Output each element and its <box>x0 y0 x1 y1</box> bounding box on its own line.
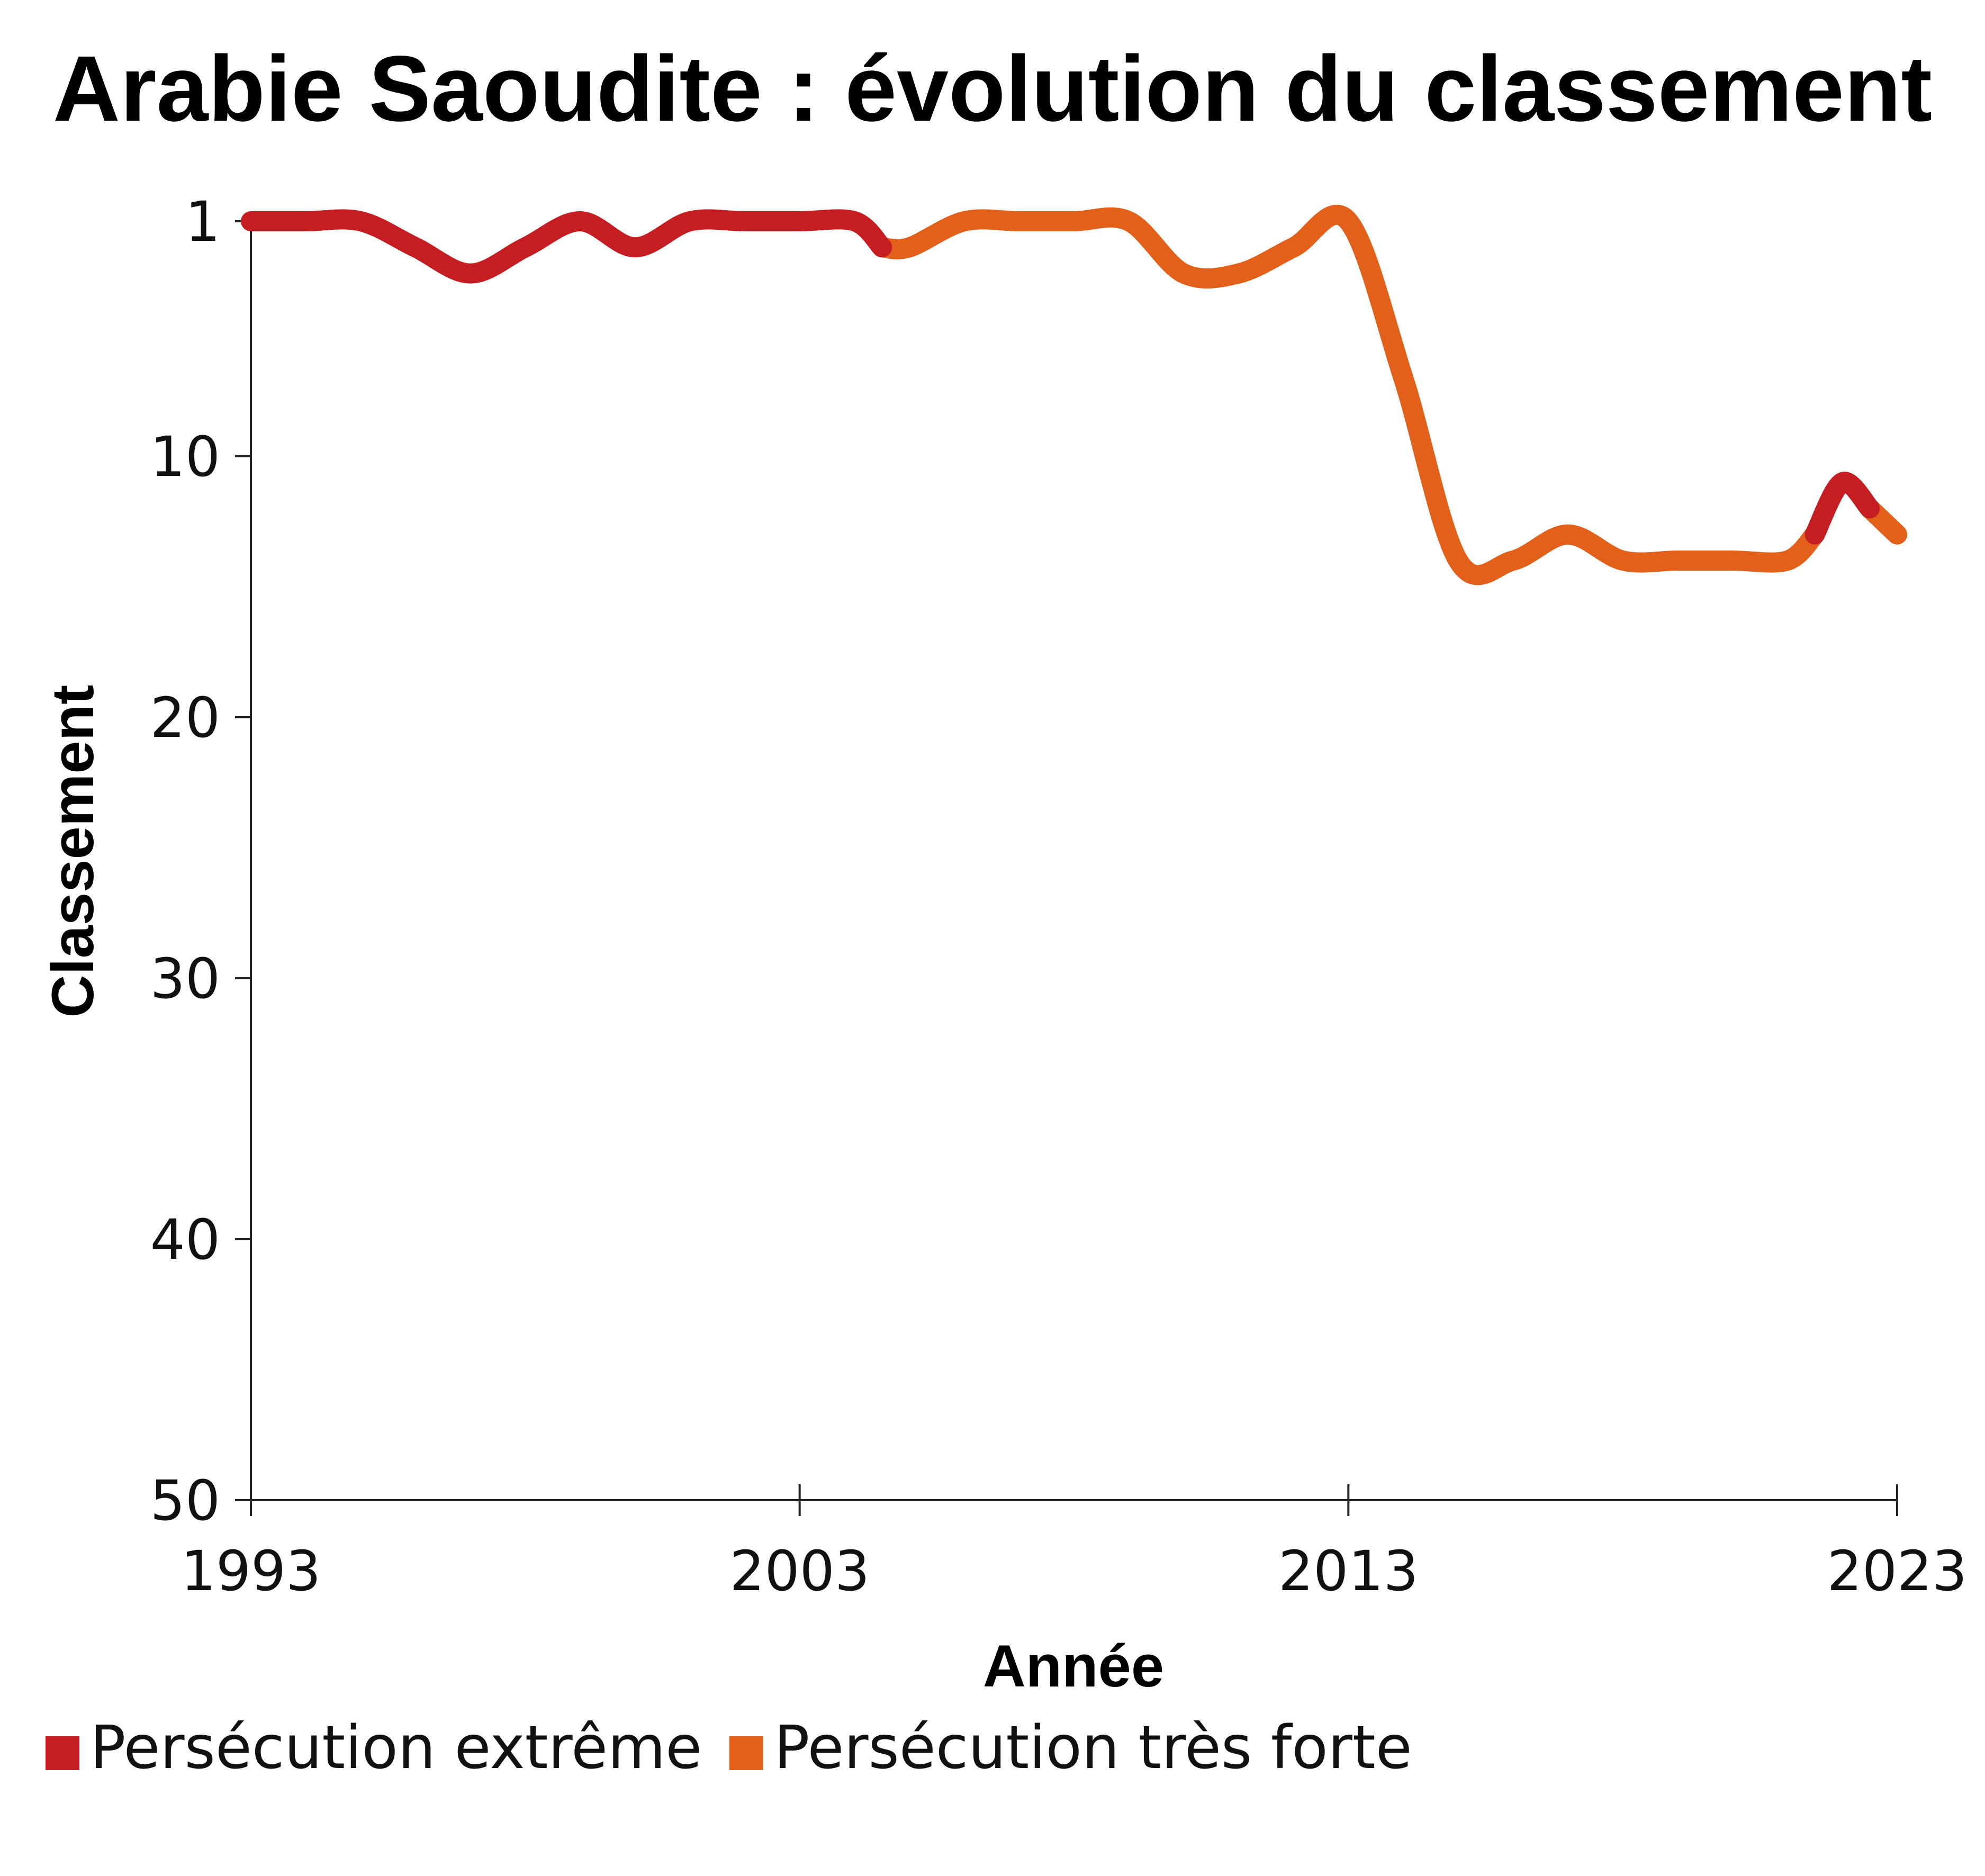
x-axis-title: Année <box>983 1633 1164 1699</box>
x-tick-label: 1993 <box>181 1539 321 1603</box>
legend-label: Persécution extrême <box>90 1713 702 1782</box>
y-tick-label: 10 <box>150 425 220 489</box>
legend: Persécution extrême Persécution très fort… <box>46 1713 1412 1782</box>
y-tick-label: 30 <box>150 946 220 1011</box>
chart-title: Arabie Saoudite : évolution du classemen… <box>53 37 1932 141</box>
legend-swatch <box>729 1736 763 1770</box>
series-line <box>241 209 892 284</box>
x-ticks: 1993 2003 2013 2023 <box>181 1484 1968 1603</box>
legend-label: Persécution très forte <box>774 1713 1412 1782</box>
x-tick-label: 2023 <box>1827 1539 1968 1603</box>
series-line <box>1804 472 1880 545</box>
x-tick-label: 2003 <box>729 1539 870 1603</box>
y-axis-title: Classement <box>40 685 106 1018</box>
y-tick-label: 20 <box>150 686 220 750</box>
legend-swatch <box>46 1736 79 1770</box>
y-tick-label: 1 <box>185 190 220 254</box>
series-line <box>872 204 1825 585</box>
y-ticks: 1 10 20 30 40 50 <box>150 190 251 1533</box>
x-tick-label: 2013 <box>1278 1539 1419 1603</box>
y-tick-label: 50 <box>150 1468 220 1533</box>
series-layer <box>241 204 1907 585</box>
y-tick-label: 40 <box>150 1207 220 1272</box>
